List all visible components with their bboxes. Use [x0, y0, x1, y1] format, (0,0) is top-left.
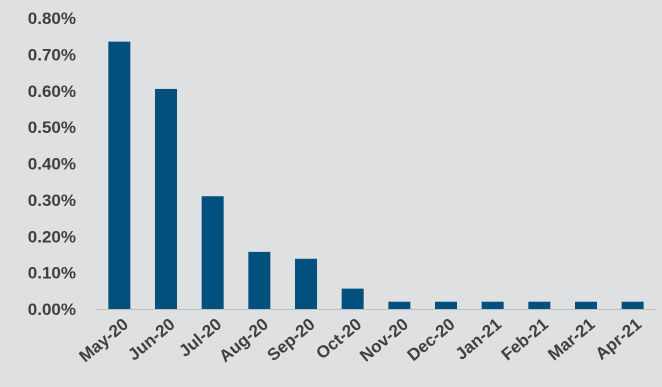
bar: [248, 251, 271, 309]
y-axis: 0.00% 0.10% 0.20% 0.30% 0.40% 0.50% 0.60% 0.70%…: [28, 9, 76, 319]
y-tick-label: 0.50%: [28, 118, 76, 137]
y-tick-label: 0.80%: [28, 9, 76, 28]
bar: [435, 301, 457, 309]
bar: [481, 301, 504, 309]
x-tick-label: Mar-21: [544, 315, 598, 365]
y-tick-label: 0.00%: [28, 300, 76, 319]
bar: [388, 301, 411, 309]
x-tick-label: Dec-20: [404, 315, 459, 365]
x-tick-label: Oct-20: [312, 315, 365, 364]
y-tick-label: 0.10%: [28, 264, 76, 283]
bars: [108, 41, 644, 310]
bar: [621, 301, 644, 309]
bar: [201, 196, 224, 309]
y-tick-label: 0.40%: [28, 155, 76, 174]
bar: [528, 301, 551, 309]
y-tick-label: 0.30%: [28, 191, 76, 210]
x-axis: May-20Jun-20Jul-20Aug-20Sep-20Oct-20Nov-…: [76, 315, 646, 367]
y-tick-label: 0.60%: [28, 82, 76, 101]
bar: [295, 258, 317, 309]
bar: [341, 288, 364, 309]
x-tick-label: Jan-21: [452, 315, 505, 364]
x-tick-label: Jun-20: [124, 315, 178, 365]
x-tick-label: Feb-21: [498, 315, 552, 365]
bar: [108, 41, 131, 310]
bar: [575, 301, 597, 309]
x-tick-label: Aug-20: [216, 315, 272, 367]
x-tick-label: Apr-21: [592, 315, 645, 364]
x-tick-label: Sep-20: [264, 315, 319, 365]
x-tick-label: May-20: [76, 315, 132, 367]
y-tick-label: 0.20%: [28, 227, 76, 246]
y-tick-label: 0.70%: [28, 45, 76, 64]
bar: [155, 88, 177, 310]
x-tick-label: Nov-20: [356, 315, 412, 366]
